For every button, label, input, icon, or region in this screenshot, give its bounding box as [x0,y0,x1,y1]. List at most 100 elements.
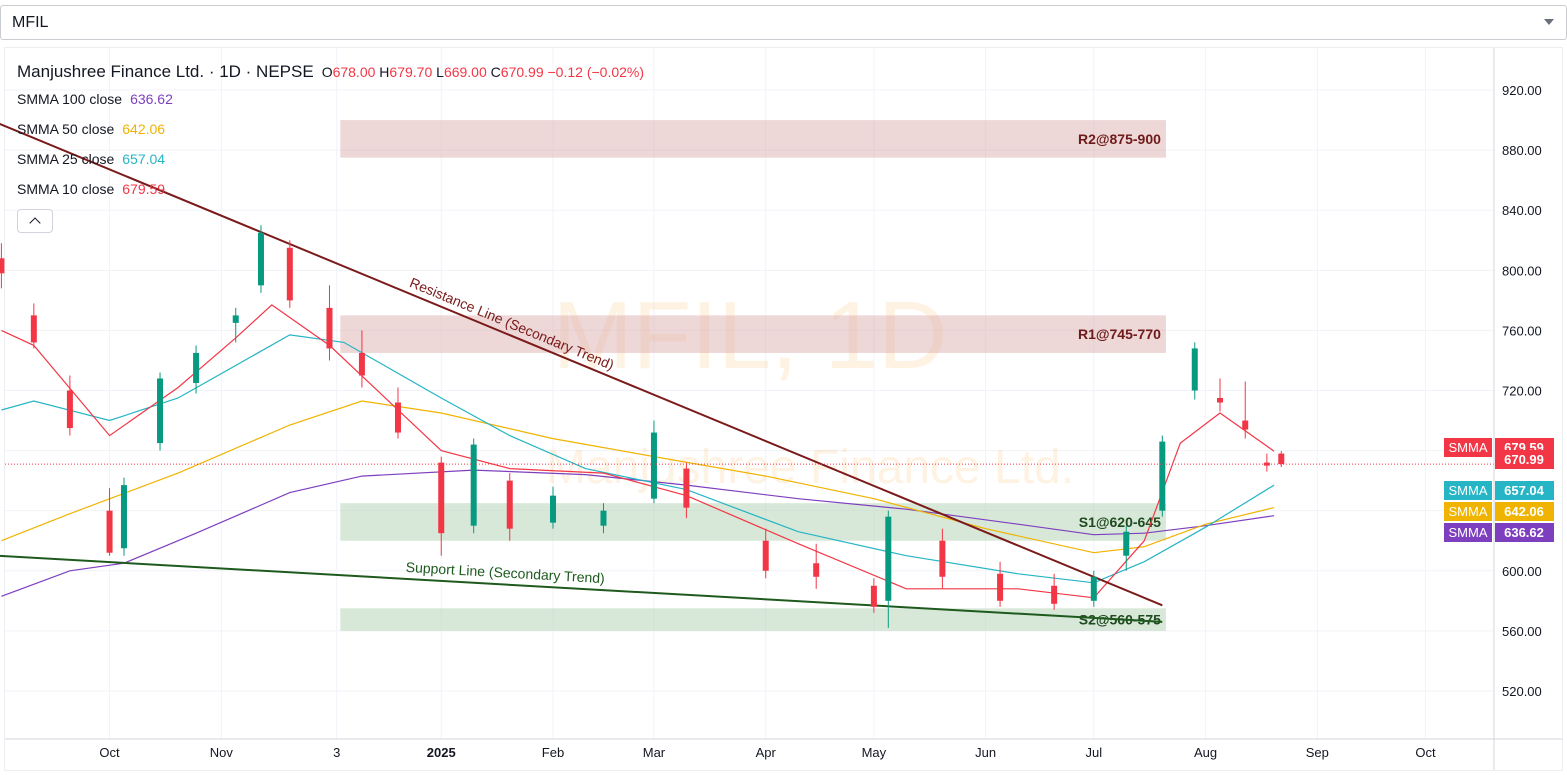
last-price-badge-text: 670.99 [1504,452,1544,467]
candle-body [193,352,200,383]
candle-body [997,573,1004,601]
candle-body [1123,531,1130,556]
x-tick-label: 3 [333,745,340,760]
candle-body [157,378,164,444]
chart-title: Manjushree Finance Ltd. · 1D · NEPSE [17,62,314,81]
ma-line [1,334,1275,584]
legend-ma-row: SMMA 10 close 679.59 [17,174,644,204]
candle-body [66,390,73,429]
y-tick-label: 840.00 [1502,203,1542,218]
legend-ma-label: SMMA 10 close [17,181,115,197]
ma-badge-value-text: 657.04 [1504,483,1545,498]
legend-ma-value: 657.04 [122,151,166,167]
x-tick-label: Mar [643,745,666,760]
ma-badge-value [1495,523,1554,542]
x-tick-label: Sep [1306,745,1329,760]
candle-body [550,495,557,523]
candle-body [326,307,333,349]
x-tick-label: Jul [1085,745,1102,760]
x-tick-label: Apr [756,745,777,760]
candle-body [470,444,477,526]
candle-body [0,258,5,274]
y-tick-label: 720.00 [1502,383,1542,398]
candle-body [870,585,877,607]
ma-badge-name [1444,523,1492,542]
zone-label: R1@745-770 [1078,326,1161,342]
trendline-resistance [0,122,1163,607]
zone-label: R2@875-900 [1078,131,1161,147]
ma-line [1,469,1275,597]
symbol-select-value: MFIL [12,13,49,31]
ma-badge-value [1495,481,1554,500]
candle-body [885,516,892,601]
y-tick-label: 800.00 [1502,263,1542,278]
legend-ma-row: SMMA 50 close 642.06 [17,114,644,144]
ma-badge-name [1444,438,1492,457]
legend-ma-row: SMMA 25 close 657.04 [17,144,644,174]
x-tick-label: 2025 [427,745,456,760]
y-tick-label: 920.00 [1502,83,1542,98]
candle-body [106,510,113,553]
trendline-support [0,554,1163,623]
candle-body [506,480,513,529]
ma-badge-value-text: 642.06 [1504,504,1544,519]
candle-body [1263,462,1270,466]
ma-badge-name-text: SMMA [1449,483,1488,498]
ma-badge-name-text: SMMA [1449,504,1488,519]
candle-body [600,510,607,526]
candle-body [438,462,445,534]
x-tick-label: Aug [1194,745,1217,760]
candle-body [257,232,264,286]
ma-badge-name-text: SMMA [1449,440,1488,455]
zone-resistance [340,315,1166,353]
candle-body [30,315,37,343]
watermark-title: MFIL, 1D [553,282,948,389]
candle-body [232,315,239,323]
ma-badge-value [1495,502,1554,521]
candle-body [939,540,946,577]
candle-body [1278,453,1285,465]
legend-ma-value: 679.59 [122,181,166,197]
candle-body [394,402,401,433]
last-price-badge [1495,450,1554,469]
candle-body [762,540,769,571]
x-tick-label: Nov [210,745,234,760]
zone-support [340,608,1166,631]
legend-ma-row: SMMA 100 close 636.62 [17,84,644,114]
legend-ma-label: SMMA 25 close [17,151,115,167]
chevron-down-icon[interactable] [1544,19,1554,25]
x-tick-label: Oct [1415,745,1436,760]
ma-badge-value-text: 636.62 [1504,525,1544,540]
candle-body [358,352,365,376]
y-tick-label: 880.00 [1502,143,1542,158]
candle-body [650,432,657,499]
ohlc-values: O678.00 H679.70 L669.00 C670.99 −0.12 (−… [321,64,645,80]
x-tick-label: Oct [99,745,120,760]
x-tick-label: Jun [975,745,996,760]
x-tick-label: Feb [542,745,564,760]
candle-body [1090,576,1097,601]
symbol-select[interactable]: MFIL [0,5,1567,40]
candle-body [1051,585,1058,604]
candle-body [120,485,127,549]
zone-label: S1@620-645 [1079,514,1161,530]
ma-badge-name [1444,481,1492,500]
chart-panel [5,48,1562,770]
candle-body [1159,441,1166,511]
trendline-label: Support Line (Secondary Trend) [405,559,605,586]
legend-ma-value: 636.62 [130,91,173,107]
candle-body [1242,420,1249,430]
chart-legend: Manjushree Finance Ltd. · 1D · NEPSE O67… [17,62,644,204]
zone-resistance [340,120,1166,158]
candle-body [1216,398,1223,403]
collapse-legend-button[interactable] [17,209,53,233]
candle-body [1191,348,1198,391]
y-tick-label: 600.00 [1502,564,1542,579]
x-tick-label: May [862,745,887,760]
candle-body [813,563,820,577]
ma-line [1,304,1275,599]
legend-ma-label: SMMA 100 close [17,91,123,107]
y-tick-label: 760.00 [1502,323,1542,338]
y-tick-label: 520.00 [1502,684,1542,699]
